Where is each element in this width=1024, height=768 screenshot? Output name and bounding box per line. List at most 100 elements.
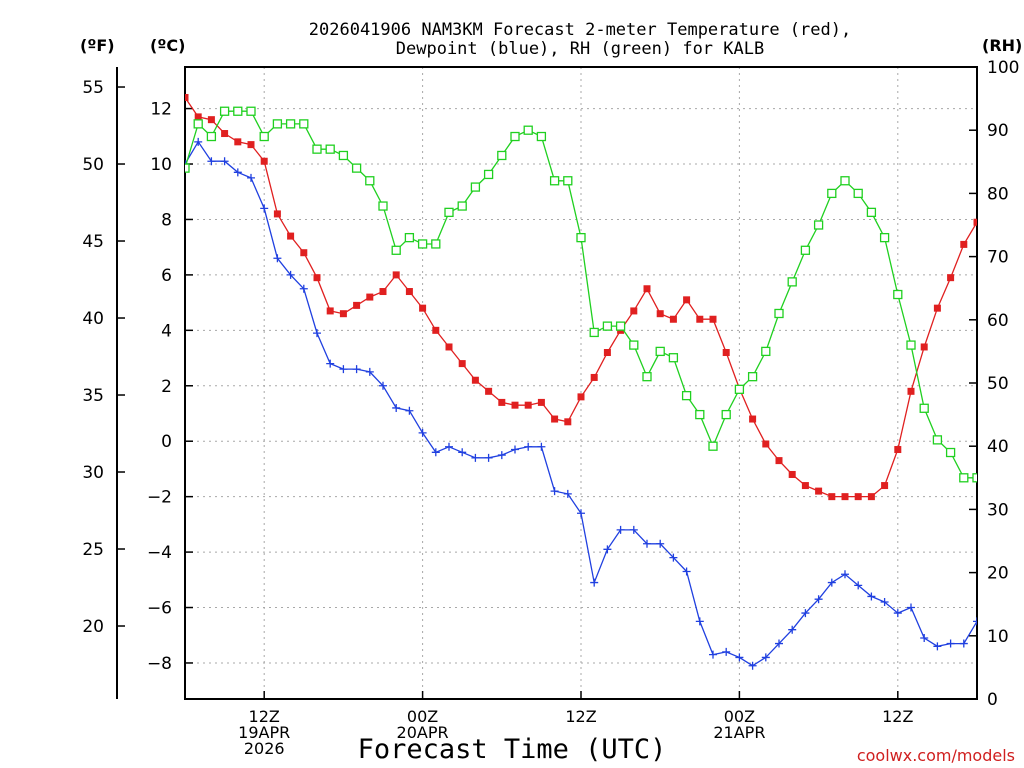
dewpoint-point: [709, 650, 717, 659]
x-tick-label: 21APR: [713, 723, 765, 742]
rh-point: [470, 182, 481, 192]
temperature-point: [392, 271, 400, 279]
rh-point: [774, 308, 784, 319]
dewpoint-point: [722, 647, 731, 656]
temperature-point: [603, 349, 611, 357]
dewpoint-point: [550, 487, 559, 496]
temperature-point: [788, 470, 796, 478]
dewpoint-point: [920, 634, 929, 643]
dewpoint-point: [511, 445, 519, 454]
rh-unit-label: (RH): [982, 36, 1022, 55]
dewpoint-point: [656, 539, 665, 548]
dewpoint-point: [854, 581, 863, 590]
rh-point: [615, 321, 626, 331]
temperature-point: [973, 218, 977, 226]
rh-point: [483, 169, 494, 180]
rh-point: [497, 150, 507, 161]
dewpoint-point: [590, 578, 599, 587]
rh-point: [906, 340, 916, 350]
rh-point: [945, 447, 956, 458]
x-tick-label: 2026: [244, 739, 285, 758]
chart-title-line2: Dewpoint (blue), RH (green) for KALB: [396, 39, 764, 59]
rh-point: [576, 232, 586, 243]
rh-point: [325, 144, 335, 154]
temperature-point: [498, 398, 506, 406]
celsius-tick-label: −6: [147, 599, 172, 619]
celsius-tick-label: 4: [161, 321, 172, 341]
temperature-point: [471, 376, 479, 384]
x-axis-title: Forecast Time (UTC): [358, 734, 667, 765]
temperature-point: [854, 493, 862, 501]
series-dewpoint: [185, 137, 977, 670]
dewpoint-point: [286, 270, 295, 279]
temperature-point: [564, 418, 572, 426]
temperature-point: [828, 493, 836, 501]
dewpoint-point: [775, 639, 783, 648]
dewpoint-point: [629, 525, 638, 534]
dewpoint-point: [537, 442, 546, 451]
rh-tick-label: 10: [987, 627, 1009, 647]
rh-tick-label: 90: [987, 121, 1009, 141]
rh-point: [510, 131, 520, 142]
rh-tick-label: 30: [987, 500, 1009, 520]
rh-point: [431, 239, 441, 249]
fahrenheit-tick-label: 20: [82, 617, 104, 637]
rh-point: [272, 119, 283, 129]
dewpoint-point: [326, 359, 335, 368]
grid-lines: [185, 67, 977, 699]
temperature-point: [458, 360, 466, 368]
celsius-tick-label: 10: [150, 155, 172, 175]
temperature-point: [524, 401, 532, 409]
temperature-point: [194, 113, 202, 121]
rh-point: [734, 384, 745, 394]
rh-point: [681, 390, 692, 401]
temperature-point: [353, 301, 361, 309]
dewpoint-point: [643, 539, 651, 548]
temperature-point: [485, 387, 493, 395]
temperature-point: [630, 307, 638, 315]
temperature-point: [841, 493, 849, 501]
dewpoint-point: [194, 137, 203, 146]
rh-point: [312, 144, 322, 154]
rh-point: [378, 201, 388, 211]
rh-point: [932, 435, 943, 445]
rh-tick-label: 80: [987, 184, 1009, 204]
dewpoint-point: [563, 489, 572, 498]
temperature-point: [590, 373, 598, 381]
plot-frame: [184, 66, 978, 700]
rh-point: [866, 207, 877, 218]
series-2-meter-temperature: [185, 93, 977, 501]
rh-point: [444, 207, 454, 218]
dewpoint-point: [207, 157, 216, 166]
dewpoint-point: [247, 173, 255, 182]
fahrenheit-tick-label: 35: [82, 386, 104, 406]
dewpoint-point: [260, 204, 269, 213]
data-series: [185, 93, 977, 670]
dewpoint-point: [761, 653, 770, 662]
temperature-point: [960, 240, 968, 248]
dewpoint-point: [933, 642, 942, 651]
rh-point: [219, 106, 230, 116]
temperature-point: [907, 387, 915, 395]
temperature-point: [405, 288, 413, 296]
temperature-point: [920, 343, 928, 351]
temperature-point: [511, 401, 519, 409]
dewpoint-point: [313, 329, 321, 338]
dewpoint-point: [695, 617, 704, 626]
fahrenheit-unit-label: (ºF): [80, 36, 115, 55]
dewpoint-point: [352, 365, 361, 374]
temperature-point: [947, 274, 955, 282]
rh-point: [642, 372, 652, 382]
celsius-tick-label: 0: [161, 432, 172, 452]
temperature-point: [445, 343, 453, 351]
x-tick-label: 12Z: [249, 707, 280, 726]
temperature-point: [287, 232, 295, 240]
rh-point: [246, 106, 256, 116]
rh-point: [879, 232, 890, 243]
temperature-point: [643, 285, 651, 293]
dewpoint-point: [867, 592, 876, 601]
temperature-point: [722, 349, 730, 357]
rh-point: [536, 131, 547, 142]
rh-point: [655, 346, 665, 357]
rh-point: [457, 201, 467, 211]
